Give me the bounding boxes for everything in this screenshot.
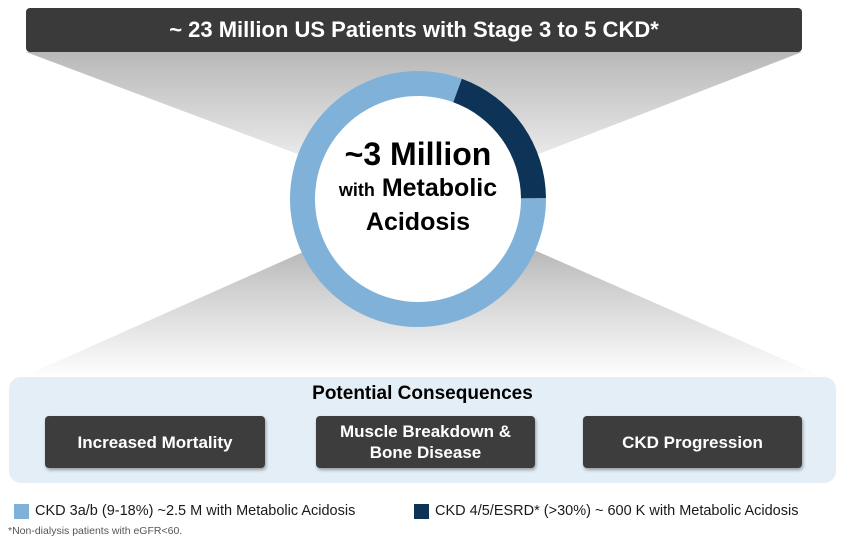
legend-item-ckd-45-esrd: CKD 4/5/ESRD* (>30%) ~ 600 K with Metabo… (414, 503, 798, 519)
donut-center-label: ~3 Million with Metabolic Acidosis (318, 136, 518, 266)
donut-center-with: with (338, 180, 375, 200)
legend-item-ckd-3ab: CKD 3a/b (9-18%) ~2.5 M with Metabolic A… (14, 503, 355, 519)
consequence-muscle-bone: Muscle Breakdown & Bone Disease (316, 416, 535, 468)
consequence-increased-mortality: Increased Mortality (45, 416, 265, 468)
consequence-2-line1: Muscle Breakdown & (340, 422, 511, 441)
footnote: *Non-dialysis patients with eGFR<60. (8, 525, 183, 537)
donut-hole (313, 94, 523, 304)
consequence-2-line2: Bone Disease (369, 443, 482, 462)
donut-center-line2: with Metabolic (318, 172, 518, 206)
consequence-1-line1: Increased Mortality (77, 432, 233, 452)
consequence-3-line1: CKD Progression (622, 432, 763, 452)
legend-swatch-ckd-45-esrd (414, 503, 429, 519)
consequence-ckd-progression: CKD Progression (583, 416, 802, 468)
legend-label-ckd-3ab: CKD 3a/b (9-18%) ~2.5 M with Metabolic A… (35, 503, 356, 519)
donut-chart (290, 71, 546, 327)
legend-swatch-ckd-3ab (14, 503, 29, 519)
consequences-title: Potential Consequences (312, 383, 533, 404)
donut-center-line3: Acidosis (365, 208, 471, 236)
legend-label-ckd-45-esrd: CKD 4/5/ESRD* (>30%) ~ 600 K with Metabo… (435, 503, 799, 519)
consequences-panel: Potential Consequences Increased Mortali… (9, 377, 836, 483)
banner-title: ~ 23 Million US Patients with Stage 3 to… (26, 8, 802, 52)
donut-center-metabolic: Metabolic (381, 174, 498, 202)
donut-center-line1: ~3 Million (344, 136, 492, 172)
donut-slice-ckd-45-esrd (453, 78, 546, 199)
